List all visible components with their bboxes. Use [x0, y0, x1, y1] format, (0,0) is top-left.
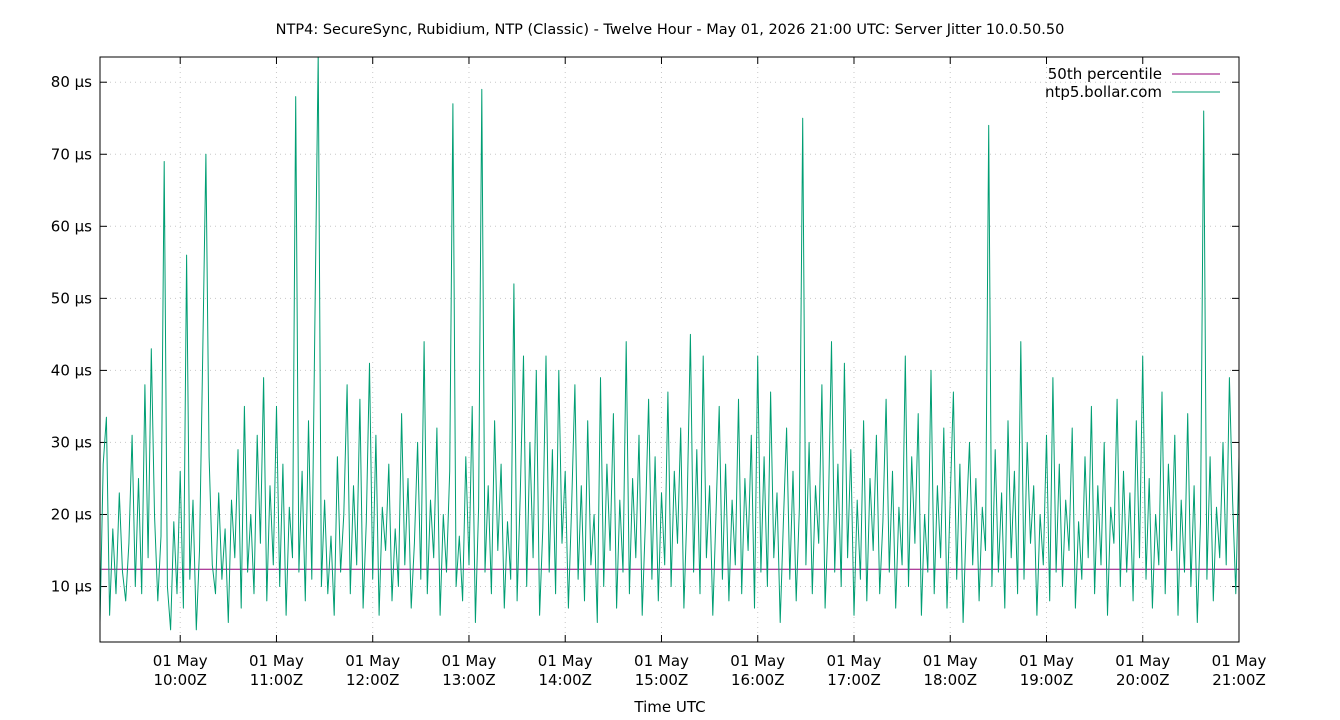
grid-lines [100, 57, 1240, 642]
y-tick-label: 70 µs [51, 145, 92, 163]
y-tick-label: 50 µs [51, 289, 92, 307]
x-tick-label-time: 15:00Z [635, 671, 689, 689]
x-tick-label-time: 13:00Z [442, 671, 496, 689]
legend-label: 50th percentile [1048, 65, 1162, 83]
x-tick-label-date: 01 May [249, 652, 304, 670]
x-tick-label-time: 19:00Z [1020, 671, 1074, 689]
y-tick-label: 20 µs [51, 505, 92, 523]
y-tick-label: 10 µs [51, 578, 92, 596]
x-tick-label-time: 18:00Z [923, 671, 977, 689]
x-tick-label-date: 01 May [153, 652, 208, 670]
x-tick-label-date: 01 May [538, 652, 593, 670]
x-tick-label-date: 01 May [730, 652, 785, 670]
x-tick-label-time: 14:00Z [538, 671, 592, 689]
x-tick-label-time: 10:00Z [153, 671, 207, 689]
x-tick-label-time: 17:00Z [827, 671, 881, 689]
x-tick-label-date: 01 May [827, 652, 882, 670]
chart-title: NTP4: SecureSync, Rubidium, NTP (Classic… [276, 22, 1065, 38]
x-tick-label-date: 01 May [923, 652, 978, 670]
y-tick-label: 30 µs [51, 433, 92, 451]
x-tick-label-date: 01 May [1115, 652, 1170, 670]
x-tick-label-date: 01 May [345, 652, 400, 670]
legend-label: ntp5.bollar.com [1045, 83, 1162, 101]
series-line-jitter [100, 57, 1239, 631]
x-tick-label-date: 01 May [442, 652, 497, 670]
y-tick-label: 80 µs [51, 73, 92, 91]
x-tick-label-time: 11:00Z [250, 671, 304, 689]
series-layer [100, 57, 1239, 631]
x-axis-label: Time UTC [633, 698, 705, 716]
plot-border [99, 56, 1240, 643]
x-tick-label-time: 16:00Z [731, 671, 785, 689]
x-tick-label-time: 12:00Z [346, 671, 400, 689]
x-tick-label-time: 21:00Z [1212, 671, 1266, 689]
x-tick-label-date: 01 May [1019, 652, 1074, 670]
y-tick-label: 40 µs [51, 361, 92, 379]
y-axis-ticks: 10 µs 20 µs 30 µs 40 µs 50 µs 60 µs 70 µs 80 µs [51, 73, 1239, 596]
y-tick-label: 60 µs [51, 217, 92, 235]
x-tick-label-time: 20:00Z [1116, 671, 1170, 689]
x-tick-label-date: 01 May [634, 652, 689, 670]
x-tick-label-date: 01 May [1212, 652, 1267, 670]
